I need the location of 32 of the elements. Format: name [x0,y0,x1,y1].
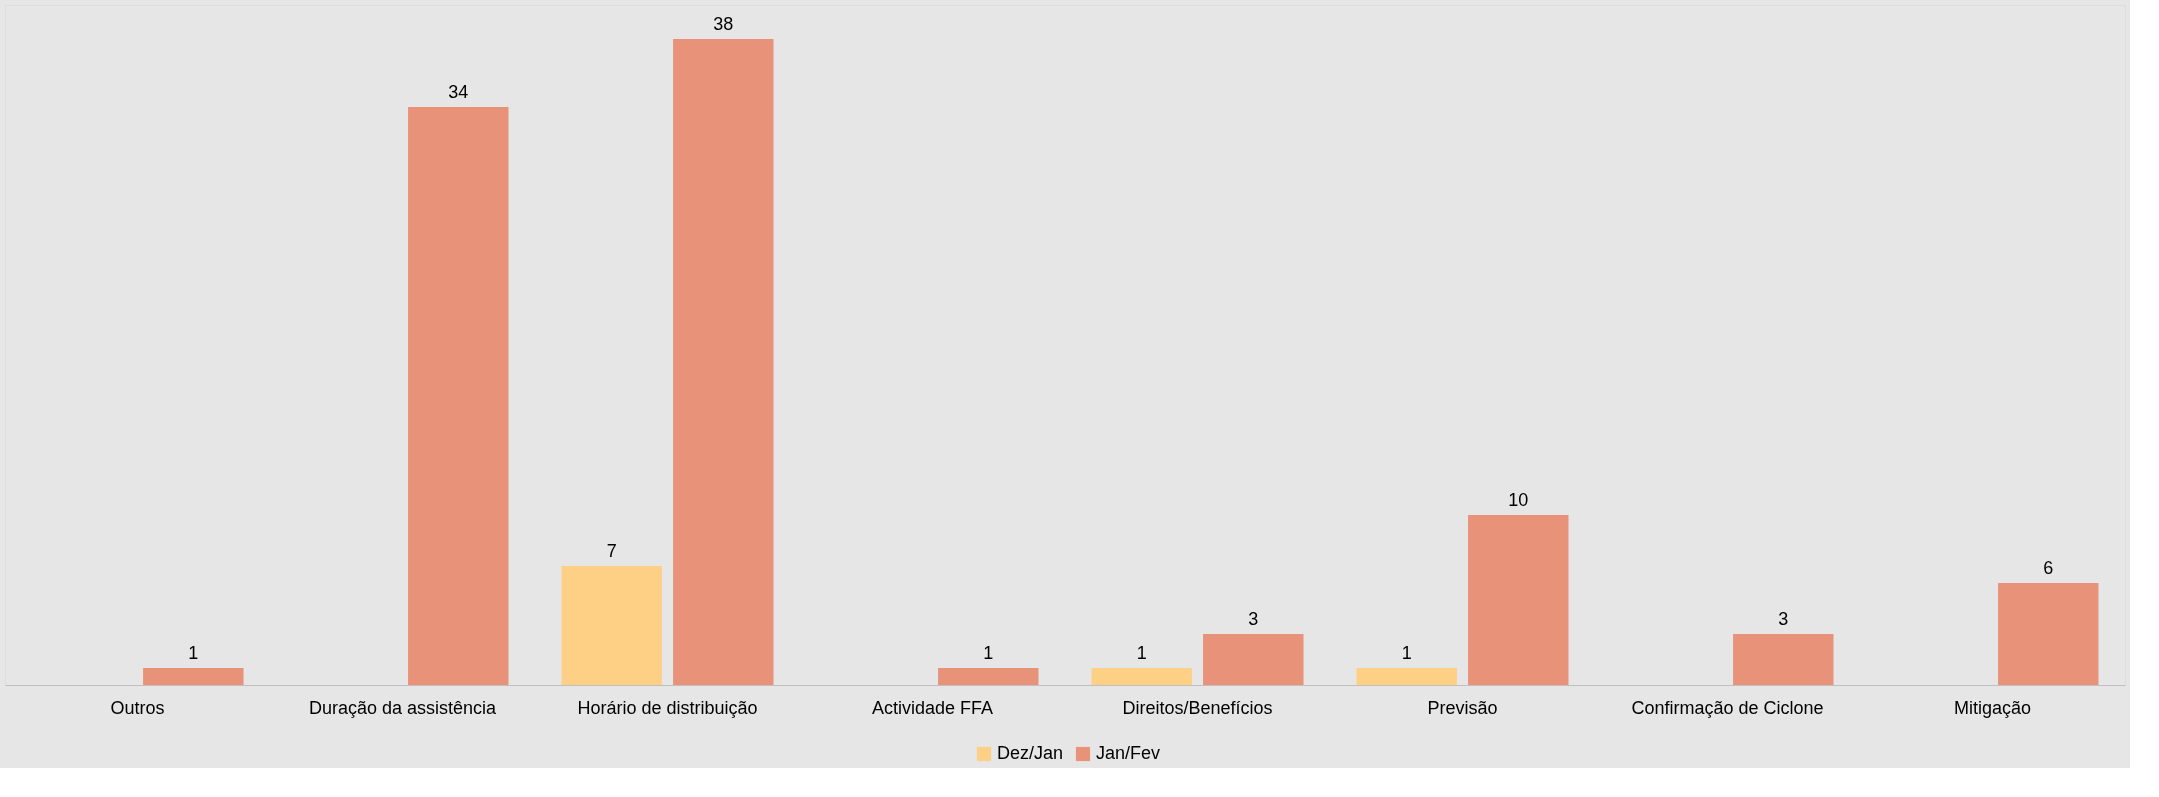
x-tick-label: Outros [110,697,165,718]
x-tick-label: Mitigação [1953,697,2032,718]
legend-label: Jan/Fev [1096,743,1161,763]
data-label: 1 [1401,643,1412,663]
bar [408,107,509,685]
bar [1203,634,1304,685]
legend-label: Dez/Jan [997,743,1064,763]
bar [1468,515,1569,685]
data-label: 10 [1508,490,1529,510]
bar [673,39,774,685]
x-tick-label: Previsão [1427,697,1498,718]
bar [1733,634,1834,685]
data-label: 38 [713,14,734,34]
data-label: 3 [1778,609,1789,629]
data-label: 1 [983,643,994,663]
x-tick-label: Actividade FFA [871,697,994,718]
x-tick-label: Confirmação de Ciclone [1631,697,1824,718]
bar [938,668,1039,685]
data-label: 3 [1248,609,1259,629]
data-label: 34 [448,82,469,102]
bar [1356,668,1457,685]
data-label: 1 [1136,643,1147,663]
x-tick-label: Duração da assistência [308,697,498,718]
data-label: 7 [606,541,617,561]
x-tick-label: Horário de distribuição [577,697,758,718]
bar [561,566,662,685]
bar [143,668,244,685]
data-label: 6 [2043,558,2054,578]
x-tick-label: Direitos/Benefícios [1122,697,1273,718]
bar [1998,583,2099,685]
data-label: 1 [188,643,199,663]
bar [1091,668,1192,685]
